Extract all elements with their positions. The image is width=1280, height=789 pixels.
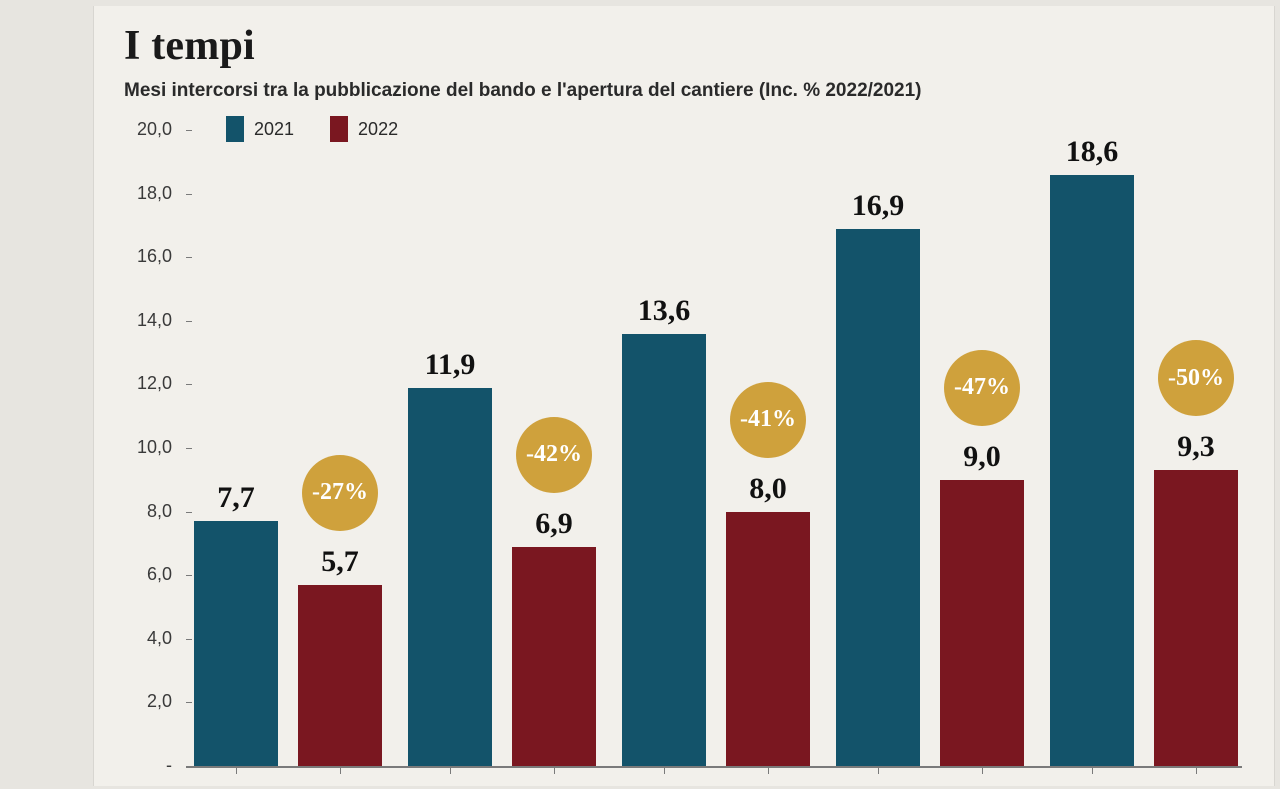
y-axis-tick [186,194,192,195]
x-axis-tick [1092,768,1093,774]
bar-value-label: 11,9 [425,348,476,382]
bar-2021 [622,334,706,766]
bars-area: 7,7 5,7 -27% 11,9 6,9 -42% 13,6 8,0 -41% 16,9 9,0 -… [194,116,1242,766]
bar-value-label: 9,3 [1177,430,1215,464]
x-axis-tick [768,768,769,774]
y-axis-tick [186,702,192,703]
y-axis-tick [186,257,192,258]
y-axis-tick-label: 14,0 [128,310,172,331]
y-axis-tick [186,448,192,449]
x-axis-tick [340,768,341,774]
bar-value-label: 16,9 [852,189,905,223]
delta-badge: -42% [516,417,592,493]
bar-value-label: 8,0 [749,472,787,506]
y-axis-tick-label: 16,0 [128,246,172,267]
delta-badge: -47% [944,350,1020,426]
x-axis-tick [982,768,983,774]
chart-card: I tempi Mesi intercorsi tra la pubblicaz… [93,6,1275,786]
bar-value-label: 13,6 [638,294,691,328]
y-axis-tick [186,130,192,131]
bar-value-label: 9,0 [963,440,1001,474]
y-axis-tick-label: 6,0 [128,564,172,585]
bar-2021 [836,229,920,766]
bar-2021 [1050,175,1134,766]
x-axis-tick [1196,768,1197,774]
x-axis-baseline [186,766,1242,768]
y-axis-tick-label: 2,0 [128,691,172,712]
bar-2022 [940,480,1024,766]
chart-subtitle: Mesi intercorsi tra la pubblicazione del… [124,80,922,102]
y-axis-tick [186,575,192,576]
bar-2021 [408,388,492,766]
x-axis-tick [878,768,879,774]
y-axis-tick [186,321,192,322]
y-axis-tick [186,639,192,640]
y-axis-tick-label: 18,0 [128,183,172,204]
bar-2022 [298,585,382,766]
bar-2022 [726,512,810,766]
bar-2022 [512,547,596,766]
y-axis-tick-label: 20,0 [128,119,172,140]
y-axis-tick-label: 12,0 [128,373,172,394]
y-axis-tick-label: - [128,755,172,776]
x-axis-tick [664,768,665,774]
delta-badge: -50% [1158,340,1234,416]
y-axis-tick-label: 4,0 [128,628,172,649]
bar-value-label: 6,9 [535,507,573,541]
bar-2022 [1154,470,1238,766]
x-axis-tick [236,768,237,774]
y-axis-tick-label: 8,0 [128,501,172,522]
delta-badge: -27% [302,455,378,531]
x-axis-tick [554,768,555,774]
y-axis-tick [186,384,192,385]
chart-plot-area: -2,04,06,08,010,012,014,016,018,020,0202… [124,116,1244,776]
x-axis-tick [450,768,451,774]
bar-value-label: 5,7 [321,545,359,579]
chart-title: I tempi [124,22,255,70]
bar-2021 [194,521,278,766]
y-axis-tick [186,512,192,513]
bar-value-label: 18,6 [1066,135,1119,169]
delta-badge: -41% [730,382,806,458]
y-axis-tick-label: 10,0 [128,437,172,458]
bar-value-label: 7,7 [217,481,255,515]
